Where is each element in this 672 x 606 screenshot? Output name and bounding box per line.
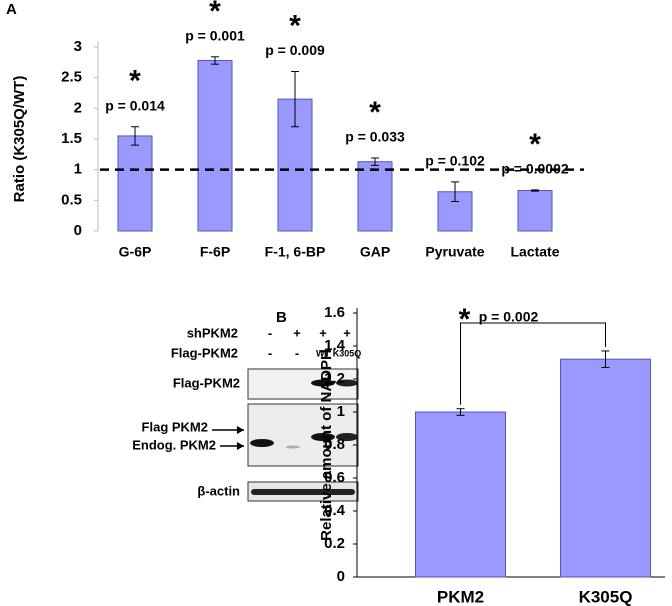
y-tick-label: 0 <box>337 568 345 585</box>
x-tick-label: PKM2 <box>437 587 484 606</box>
y-tick-label: 1 <box>337 403 345 420</box>
blot-row-label: β-actin <box>197 483 240 498</box>
y-tick-label: 2 <box>74 99 82 116</box>
bar <box>517 190 553 232</box>
band <box>336 433 358 441</box>
significance-marker: * <box>209 0 221 28</box>
y-tick-label: 0.4 <box>324 502 346 519</box>
band <box>250 439 274 447</box>
significance-marker: * <box>529 128 541 161</box>
x-tick-label: Pyruvate <box>425 244 484 260</box>
blot-row-label: Endog. PKM2 <box>132 437 216 452</box>
y-tick-label: 0 <box>74 222 82 239</box>
lane-label: + <box>293 325 301 340</box>
significance-marker: * <box>459 303 471 336</box>
blot-header-label: shPKM2 <box>187 325 238 340</box>
bar <box>357 161 393 232</box>
y-tick-label: 2.5 <box>61 69 82 86</box>
band <box>336 379 358 387</box>
significance-marker: * <box>369 96 381 129</box>
band <box>286 445 300 449</box>
y-tick-label: 1.2 <box>324 370 345 387</box>
bar <box>560 358 651 578</box>
band <box>311 379 335 387</box>
panel-label: A <box>6 1 17 18</box>
panel-label: B <box>276 309 287 326</box>
significance-marker: * <box>289 9 301 42</box>
x-tick-label: F-1, 6-BP <box>265 244 326 260</box>
lane-label: - <box>268 345 272 360</box>
y-tick-label: 0.2 <box>324 535 345 552</box>
y-tick-label: 0.8 <box>324 436 345 453</box>
p-value: p = 0.014 <box>105 97 165 113</box>
lane-label: + <box>319 325 327 340</box>
x-tick-label: F-6P <box>200 244 230 260</box>
y-tick-label: 1.4 <box>324 337 346 354</box>
y-axis-label: Relative amount of NADPH <box>318 349 335 541</box>
x-tick-label: G-6P <box>119 244 152 260</box>
y-tick-label: 3 <box>74 38 82 55</box>
p-value: p = 0.009 <box>265 42 325 58</box>
x-tick-label: Lactate <box>510 244 559 260</box>
y-axis-label: Ratio (K305Q/WT) <box>11 76 28 203</box>
significance-bracket <box>460 322 606 405</box>
blot-row-label: Flag PKM2 <box>142 419 208 434</box>
bar <box>415 411 506 578</box>
arrow-head <box>237 426 244 434</box>
significance-marker: * <box>129 65 141 98</box>
x-tick-label: K305Q <box>579 587 633 606</box>
blot-row-label: Flag-PKM2 <box>173 375 240 390</box>
lane-label: + <box>343 325 351 340</box>
y-tick-label: 0.6 <box>324 469 345 486</box>
p-value: p = 0.033 <box>345 129 405 145</box>
lane-label: WT <box>316 348 330 358</box>
x-tick-label: GAP <box>360 244 390 260</box>
lane-label: - <box>295 345 299 360</box>
arrow-head <box>237 442 244 450</box>
western-blot <box>212 368 359 502</box>
bar <box>117 135 153 232</box>
lane-label: - <box>268 325 272 340</box>
p-value: p = 0.002 <box>479 309 539 325</box>
band <box>311 433 335 441</box>
band <box>251 489 355 495</box>
y-tick-label: 1 <box>74 161 82 178</box>
y-tick-label: 0.5 <box>61 191 82 208</box>
y-tick-label: 1.5 <box>61 130 82 147</box>
p-value: p = 0.001 <box>185 28 245 44</box>
bar <box>197 59 233 232</box>
y-tick-label: 1.6 <box>324 304 345 321</box>
p-value: p = 0.102 <box>425 153 485 169</box>
blot-header-label: Flag-PKM2 <box>171 345 238 360</box>
lane-label: K305Q <box>333 348 362 358</box>
